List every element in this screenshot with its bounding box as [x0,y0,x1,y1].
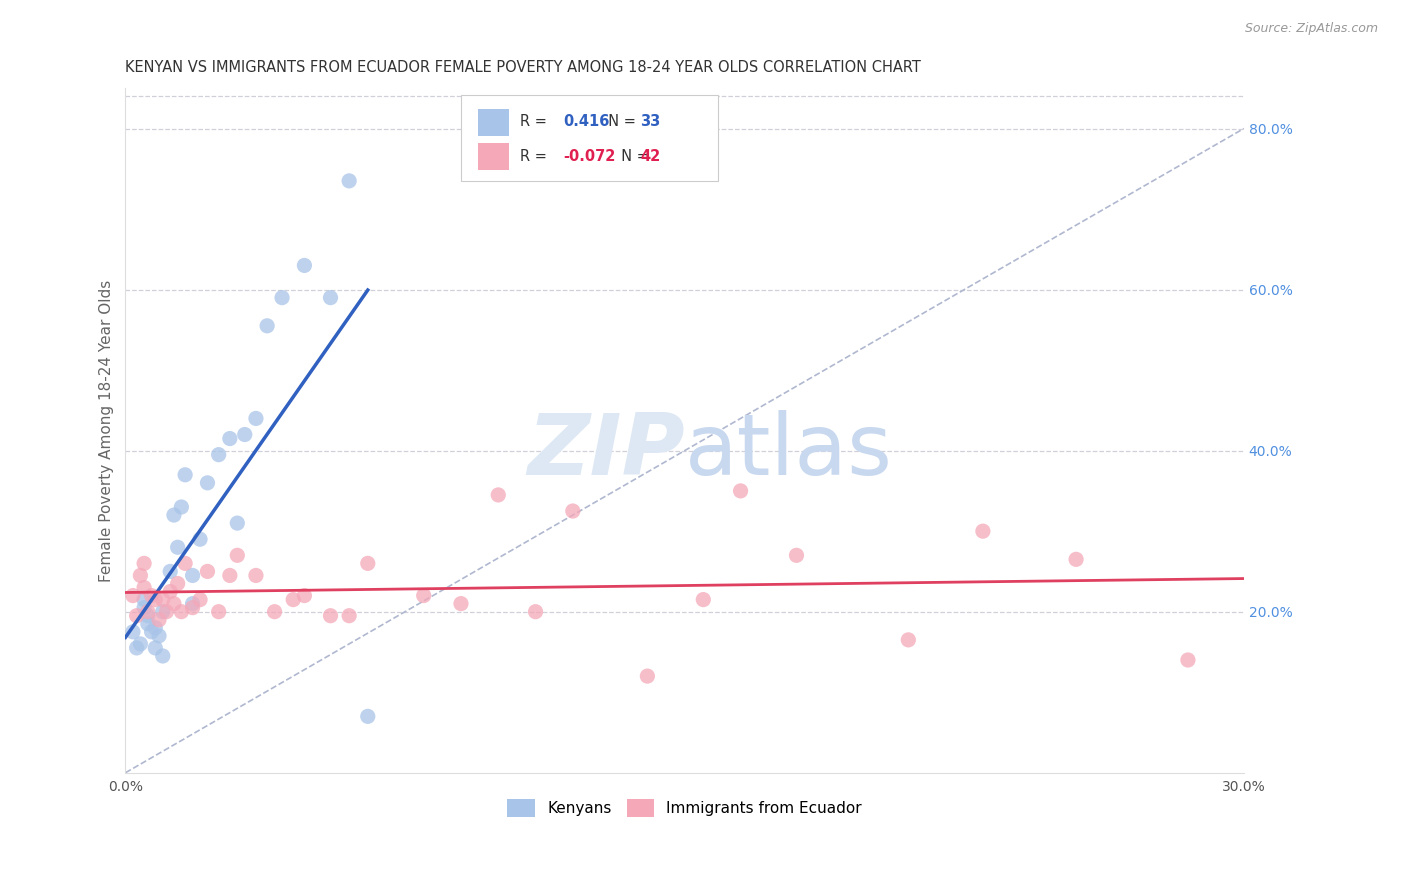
Text: ZIP: ZIP [527,409,685,492]
Point [337,608,360,623]
Text: 33: 33 [640,114,661,129]
Point [122,589,145,603]
Point [148,629,170,643]
Point [132,592,155,607]
Point [412,589,434,603]
Point [256,318,278,333]
Text: N =: N = [612,149,654,163]
Point [245,568,267,582]
Point [136,616,159,631]
Text: R =: R = [520,149,551,163]
Point [1177,653,1199,667]
Point [636,669,658,683]
Text: -0.072: -0.072 [562,149,616,163]
Point [143,621,166,635]
Point [197,475,219,490]
Point [163,597,186,611]
Point [208,448,231,462]
Point [152,648,174,663]
Point [263,605,285,619]
Point [181,600,204,615]
Point [163,508,186,522]
Text: 0.416: 0.416 [562,114,609,129]
Point [897,632,920,647]
Point [197,565,219,579]
FancyBboxPatch shape [478,143,509,170]
Text: atlas: atlas [685,409,893,492]
Point [319,608,342,623]
Point [132,581,155,595]
Point [208,605,231,619]
Point [218,432,240,446]
Point [152,605,174,619]
Point [692,592,714,607]
Point [972,524,994,538]
Point [170,605,193,619]
Point [785,549,807,563]
Point [152,592,174,607]
Point [174,557,197,571]
Legend: Kenyans, Immigrants from Ecuador: Kenyans, Immigrants from Ecuador [501,792,868,823]
Point [143,640,166,655]
Point [132,557,155,571]
Point [271,291,294,305]
Point [129,568,152,582]
Point [143,592,166,607]
Point [166,576,188,591]
Point [136,608,159,623]
Point [294,589,316,603]
Point [136,605,159,619]
Point [294,259,316,273]
Point [218,568,240,582]
FancyBboxPatch shape [478,109,509,136]
Point [132,600,155,615]
Point [159,584,181,599]
FancyBboxPatch shape [461,95,718,181]
Point [155,605,177,619]
Point [1064,552,1087,566]
Point [450,597,472,611]
Point [730,483,752,498]
Text: KENYAN VS IMMIGRANTS FROM ECUADOR FEMALE POVERTY AMONG 18-24 YEAR OLDS CORRELATI: KENYAN VS IMMIGRANTS FROM ECUADOR FEMALE… [125,60,921,75]
Point [233,427,256,442]
Point [181,597,204,611]
Text: N =: N = [599,114,640,129]
Text: Source: ZipAtlas.com: Source: ZipAtlas.com [1244,22,1378,36]
Point [174,467,197,482]
Point [357,557,380,571]
Point [181,568,204,582]
Point [166,541,188,555]
Point [337,174,360,188]
Point [141,624,163,639]
Point [357,709,380,723]
Text: R =: R = [520,114,551,129]
Point [319,291,342,305]
Point [159,565,181,579]
Point [245,411,267,425]
Point [188,592,211,607]
Y-axis label: Female Poverty Among 18-24 Year Olds: Female Poverty Among 18-24 Year Olds [100,279,114,582]
Point [129,637,152,651]
Point [170,500,193,514]
Point [226,516,249,530]
Point [122,624,145,639]
Point [486,488,509,502]
Point [226,549,249,563]
Point [524,605,547,619]
Point [125,640,148,655]
Point [561,504,583,518]
Point [148,613,170,627]
Point [141,589,163,603]
Point [188,532,211,546]
Point [125,608,148,623]
Point [283,592,305,607]
Text: 42: 42 [640,149,661,163]
